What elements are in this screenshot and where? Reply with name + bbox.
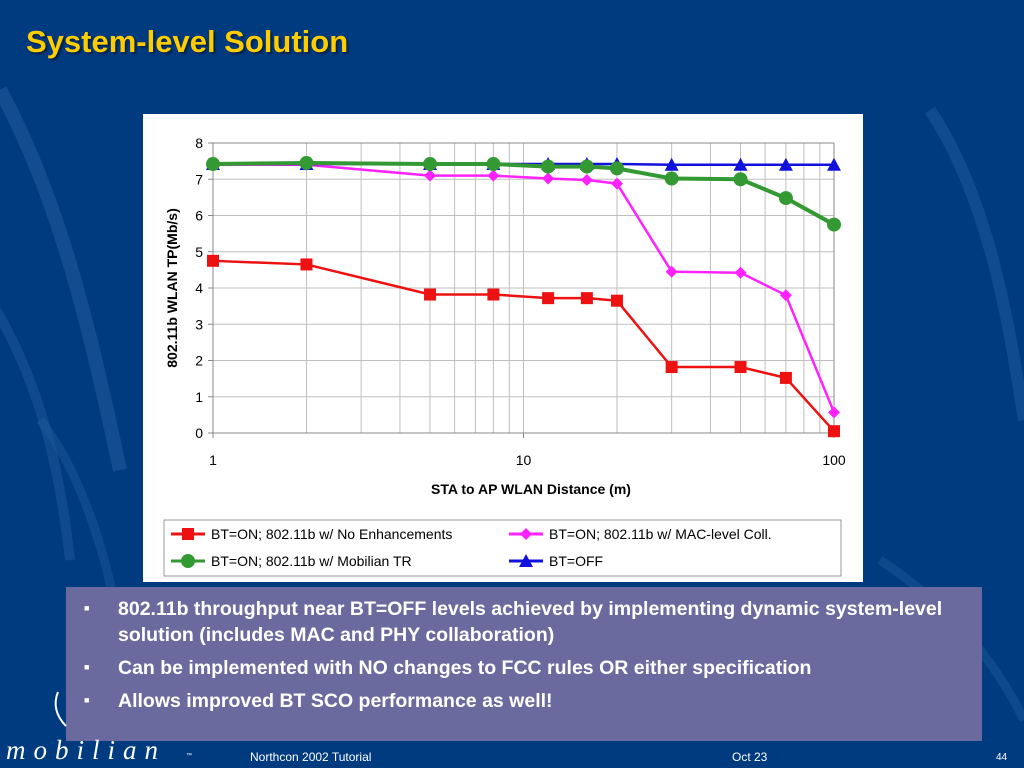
y-tick-label: 7 <box>195 171 203 187</box>
logo-swoosh-icon <box>54 691 67 727</box>
data-point <box>609 161 624 176</box>
bullet-item: ■ Allows improved BT SCO performance as … <box>80 688 962 714</box>
data-point <box>299 155 314 170</box>
data-point <box>610 294 623 307</box>
series-square <box>207 254 840 438</box>
data-point <box>778 157 793 171</box>
y-tick-label: 1 <box>195 389 203 405</box>
y-axis-label: 802.11b WLAN TP(Mb/s) <box>164 208 180 367</box>
y-tick-label: 2 <box>195 353 203 369</box>
data-point <box>206 157 220 172</box>
legend-label: BT=ON; 802.11b w/ No Enhancements <box>211 526 452 542</box>
data-point <box>734 266 747 279</box>
x-tick-label: 10 <box>516 452 532 468</box>
data-point <box>423 157 438 172</box>
data-point <box>664 157 679 171</box>
legend-marker <box>182 528 194 540</box>
data-point <box>827 157 841 171</box>
data-point <box>207 254 219 267</box>
bullet-text: Can be implemented with NO changes to FC… <box>118 657 812 679</box>
chart-legend: BT=ON; 802.11b w/ No Enhancements BT=ON; … <box>171 526 772 569</box>
slide-title: System-level Solution <box>26 24 349 59</box>
data-point <box>828 406 840 419</box>
data-point <box>778 191 793 206</box>
x-axis-label: STA to AP WLAN Distance (m) <box>431 481 631 497</box>
legend-marker <box>520 528 532 540</box>
data-point <box>733 172 748 187</box>
data-point <box>424 288 437 301</box>
bullet-item: ■ Can be implemented with NO changes to … <box>80 655 962 681</box>
bullet-marker: ■ <box>84 603 90 613</box>
data-point <box>827 217 841 232</box>
bullet-text: 802.11b throughput near BT=OFF levels ac… <box>118 598 943 646</box>
legend-label: BT=ON; 802.11b w/ MAC-level Coll. <box>549 526 772 542</box>
y-tick-label: 0 <box>195 425 203 441</box>
data-point <box>665 265 678 278</box>
bullet-marker: ■ <box>84 662 90 672</box>
data-point <box>664 171 679 186</box>
company-logo: mobilian <box>6 735 167 765</box>
data-point <box>580 292 593 305</box>
data-point <box>828 425 840 438</box>
bullet-marker: ■ <box>84 695 90 705</box>
legend-marker <box>519 554 533 567</box>
data-point <box>733 157 748 171</box>
y-tick-label: 8 <box>195 135 203 151</box>
x-tick-label: 1 <box>209 452 217 468</box>
data-point <box>424 169 437 182</box>
logo-trademark: ™ <box>186 753 192 759</box>
data-point <box>542 172 555 185</box>
bullet-list: ■ 802.11b throughput near BT=OFF levels … <box>80 596 962 714</box>
footer-date: Oct 23 <box>732 750 768 764</box>
chart-panel: 0 1 2 3 4 5 6 7 8 1 10 100 802.11b WLAN TP(Mb/s) ST… <box>143 114 863 582</box>
data-point <box>487 169 500 182</box>
legend-label: BT=ON; 802.11b w/ Mobilian TR <box>211 553 412 569</box>
footer-event: Northcon 2002 Tutorial <box>250 750 372 764</box>
series-circle <box>206 155 841 232</box>
bullet-text: Allows improved BT SCO performance as we… <box>118 690 553 712</box>
data-point <box>542 292 555 305</box>
chart-grid <box>212 142 835 434</box>
data-point <box>779 371 792 384</box>
y-tick-label: 4 <box>195 280 203 296</box>
chart-series <box>206 155 841 438</box>
data-point <box>610 177 623 190</box>
y-tick-label: 6 <box>195 208 203 224</box>
legend-marker <box>181 554 195 568</box>
data-point <box>580 173 593 186</box>
bullet-box: ■ 802.11b throughput near BT=OFF levels … <box>66 587 982 741</box>
x-tick-label: 100 <box>822 452 846 468</box>
y-tick-label: 5 <box>195 244 203 260</box>
chart-legend-box <box>163 519 842 577</box>
data-point <box>486 157 501 172</box>
data-point <box>665 361 678 374</box>
data-point <box>734 361 747 374</box>
data-point <box>300 258 313 271</box>
data-point <box>487 288 500 301</box>
data-point <box>579 159 594 174</box>
bullet-item: ■ 802.11b throughput near BT=OFF levels … <box>80 596 962 648</box>
data-point <box>541 159 556 174</box>
legend-label: BT=OFF <box>549 553 603 569</box>
y-tick-label: 3 <box>195 316 203 332</box>
page-number: 44 <box>996 752 1008 763</box>
data-point <box>779 289 792 302</box>
